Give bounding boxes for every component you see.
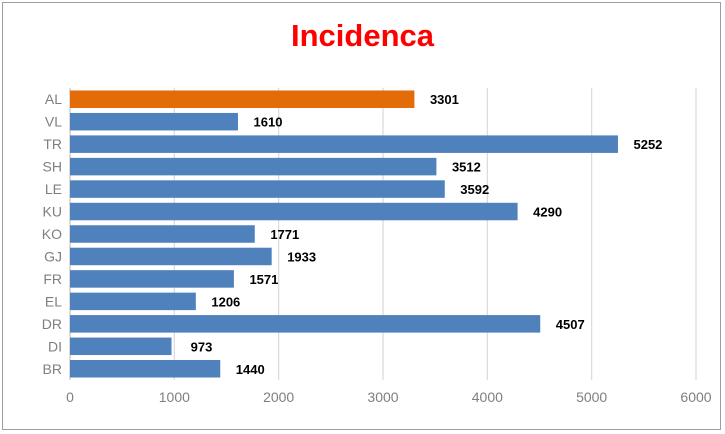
x-tick-label: 0 xyxy=(66,389,74,405)
bar xyxy=(70,360,221,378)
data-label: 3592 xyxy=(460,182,489,197)
bar xyxy=(70,90,415,108)
y-tick-label: KU xyxy=(43,204,62,220)
y-tick-label: GJ xyxy=(44,248,62,264)
bar xyxy=(70,247,272,266)
bar xyxy=(70,157,437,176)
data-label: 1610 xyxy=(254,115,283,130)
y-tick-label: BR xyxy=(43,361,62,377)
y-tick-label: TR xyxy=(43,136,62,152)
bar xyxy=(70,315,541,333)
bar xyxy=(70,180,445,198)
data-label: 5252 xyxy=(633,137,662,152)
y-tick-label: EL xyxy=(45,293,62,309)
bar xyxy=(70,337,172,356)
x-tick-label: 1000 xyxy=(159,389,190,405)
y-tick-label: AL xyxy=(45,91,62,107)
bar xyxy=(70,202,518,221)
bar xyxy=(70,135,618,153)
x-tick-label: 3000 xyxy=(367,389,398,405)
x-tick-label: 5000 xyxy=(576,389,607,405)
y-tick-label: SH xyxy=(43,159,62,175)
chart-title: Incidenca xyxy=(291,18,434,53)
data-label: 1440 xyxy=(236,362,265,377)
bar xyxy=(70,112,238,131)
y-tick-label: LE xyxy=(45,181,62,197)
data-label: 4507 xyxy=(556,317,585,332)
y-tick-label: DI xyxy=(48,338,62,354)
y-tick-label: VL xyxy=(45,114,62,130)
bar xyxy=(70,292,196,311)
data-label: 1571 xyxy=(249,272,278,287)
data-label: 1933 xyxy=(287,249,316,264)
bar xyxy=(70,270,234,288)
bar xyxy=(70,225,255,243)
data-label: 3301 xyxy=(430,92,459,107)
data-label: 973 xyxy=(191,339,213,354)
y-tick-label: KO xyxy=(42,226,62,242)
y-tick-label: DR xyxy=(42,316,62,332)
x-tick-label: 4000 xyxy=(472,389,503,405)
x-tick-label: 6000 xyxy=(680,389,711,405)
data-label: 1206 xyxy=(211,294,240,309)
data-label: 4290 xyxy=(533,205,562,220)
x-tick-label: 2000 xyxy=(263,389,294,405)
data-label: 1771 xyxy=(270,227,299,242)
data-label: 3512 xyxy=(452,160,481,175)
y-tick-label: FR xyxy=(43,271,62,287)
